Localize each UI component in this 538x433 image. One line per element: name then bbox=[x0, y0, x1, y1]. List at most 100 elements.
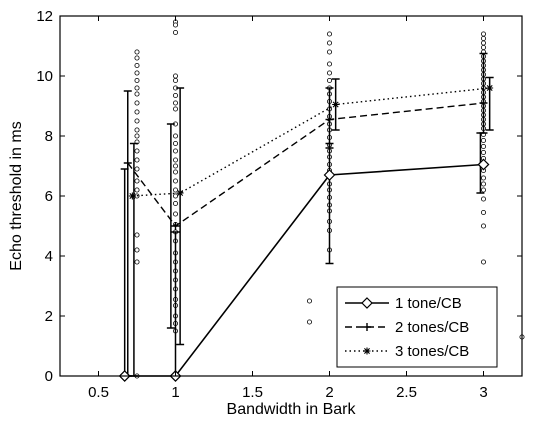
series-markers bbox=[118, 84, 494, 382]
raw-data-point bbox=[172, 22, 178, 28]
raw-data-point bbox=[480, 45, 486, 51]
raw-data-point bbox=[172, 106, 178, 112]
raw-data-point bbox=[306, 298, 312, 304]
error-bar-series-1 bbox=[171, 231, 180, 377]
x-tick-label: 1 bbox=[171, 384, 179, 401]
error-bar-series-2 bbox=[166, 123, 175, 329]
y-tick-label: 2 bbox=[45, 308, 53, 325]
raw-data-point bbox=[134, 63, 140, 69]
series-marker-2 bbox=[171, 222, 180, 230]
y-tick-label: 0 bbox=[45, 368, 53, 385]
raw-data-point bbox=[172, 148, 178, 154]
series-marker-3 bbox=[176, 189, 184, 197]
legend-marker-3 bbox=[363, 347, 371, 355]
raw-data-point bbox=[480, 181, 486, 187]
raw-data-point bbox=[326, 49, 332, 55]
series-marker-2 bbox=[123, 159, 132, 167]
series-line-2 bbox=[127, 102, 484, 227]
raw-data-point bbox=[306, 319, 312, 325]
raw-data-point bbox=[134, 78, 140, 84]
axis-ticks: 0.5 1 1.5 2 2.5 3 0 2 4 6 8 10 12 bbox=[36, 8, 522, 401]
error-bar-series-2 bbox=[479, 52, 488, 134]
raw-data-point bbox=[134, 157, 140, 163]
y-axis-label: Echo threshold in ms bbox=[8, 121, 25, 270]
x-tick-label: 2 bbox=[325, 384, 333, 401]
legend-label-1: 1 tone/CB bbox=[395, 295, 462, 312]
raw-data-point bbox=[134, 232, 140, 238]
raw-data-point bbox=[134, 259, 140, 265]
raw-data-point bbox=[480, 223, 486, 229]
raw-data-point bbox=[480, 149, 486, 155]
raw-data-point bbox=[134, 85, 140, 91]
series-marker-2 bbox=[325, 115, 334, 124]
raw-data-point bbox=[134, 55, 140, 61]
raw-data-point bbox=[480, 187, 486, 193]
raw-data-point bbox=[326, 40, 332, 46]
y-tick-label: 12 bbox=[36, 8, 53, 25]
raw-data-point bbox=[480, 209, 486, 215]
y-tick-label: 6 bbox=[45, 188, 53, 205]
error-bar-series-1 bbox=[325, 142, 334, 265]
legend-label-3: 3 tones/CB bbox=[395, 343, 469, 360]
x-tick-label: 0.5 bbox=[88, 384, 109, 401]
legend-marker-1 bbox=[361, 297, 373, 309]
series-marker-1 bbox=[477, 158, 490, 171]
raw-data-point bbox=[326, 61, 332, 67]
raw-data-point bbox=[134, 247, 140, 253]
raw-data-point bbox=[172, 29, 178, 35]
raw-data-point bbox=[480, 31, 486, 37]
raw-data-point bbox=[172, 73, 178, 79]
raw-data-point bbox=[172, 78, 178, 84]
raw-data-point bbox=[134, 49, 140, 55]
raw-data-point bbox=[480, 40, 486, 46]
raw-data-point bbox=[172, 100, 178, 106]
raw-data-point bbox=[172, 187, 178, 193]
raw-data-point bbox=[134, 109, 140, 115]
y-tick-label: 8 bbox=[45, 128, 53, 145]
raw-data-point bbox=[172, 93, 178, 99]
raw-data-point bbox=[480, 196, 486, 202]
series-marker-3 bbox=[128, 192, 136, 200]
raw-data-point bbox=[326, 31, 332, 37]
y-tick-label: 4 bbox=[45, 248, 53, 265]
raw-data-point bbox=[134, 187, 140, 193]
raw-data-point bbox=[134, 70, 140, 76]
raw-data-point bbox=[326, 70, 332, 76]
error-bar-series-3 bbox=[176, 87, 185, 346]
raw-data-point bbox=[172, 133, 178, 139]
raw-data-point bbox=[326, 78, 332, 84]
series-marker-3 bbox=[332, 101, 340, 108]
raw-data-point bbox=[134, 148, 140, 154]
raw-data-point bbox=[480, 143, 486, 149]
raw-data-point bbox=[172, 140, 178, 146]
raw-data-point bbox=[134, 133, 140, 139]
raw-data-point bbox=[134, 127, 140, 133]
raw-data-point bbox=[172, 163, 178, 169]
legend-label-2: 2 tones/CB bbox=[395, 319, 469, 336]
raw-data-point bbox=[172, 211, 178, 217]
raw-data-point bbox=[134, 100, 140, 106]
x-tick-label: 2.5 bbox=[396, 384, 417, 401]
raw-data-point bbox=[172, 157, 178, 163]
raw-data-point bbox=[480, 259, 486, 265]
raw-data-point bbox=[134, 166, 140, 172]
series-marker-1 bbox=[323, 169, 336, 181]
series-marker-3 bbox=[486, 84, 494, 92]
raw-data-point bbox=[172, 178, 178, 184]
raw-data-point bbox=[172, 169, 178, 175]
y-tick-label: 10 bbox=[36, 68, 53, 85]
legend: 1 tone/CB 2 tones/CB 3 tones/CB bbox=[336, 286, 498, 368]
raw-data-point bbox=[134, 91, 140, 97]
raw-data-point bbox=[134, 118, 140, 124]
legend-marker-2 bbox=[363, 323, 371, 331]
series-line-3 bbox=[132, 87, 490, 197]
raw-data-point bbox=[480, 36, 486, 42]
x-tick-label: 1.5 bbox=[242, 384, 263, 401]
x-axis-label: Bandwidth in Bark bbox=[227, 401, 357, 418]
raw-data-point bbox=[172, 193, 178, 199]
raw-data-point bbox=[480, 175, 486, 181]
series-marker-2 bbox=[479, 99, 488, 107]
raw-data-point bbox=[480, 137, 486, 143]
